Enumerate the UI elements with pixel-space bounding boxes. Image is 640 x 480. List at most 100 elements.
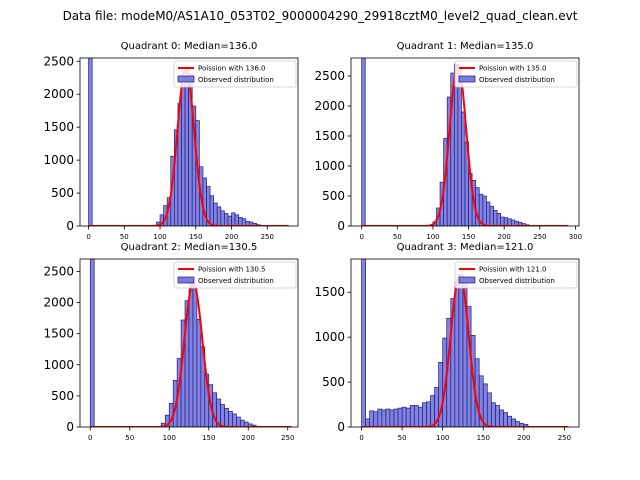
histogram-bar	[88, 58, 93, 226]
histogram-bar	[181, 78, 186, 226]
histogram-bar	[453, 63, 459, 226]
y-tick-label: 1500	[314, 285, 345, 299]
histogram-bar	[369, 410, 375, 427]
histogram-bar	[511, 418, 517, 427]
quadrant-1-title: Quadrant 1: Median=135.0	[397, 41, 534, 52]
histogram-bar	[389, 409, 395, 427]
histogram-bar	[454, 281, 460, 427]
quadrant-2-title: Quadrant 2: Median=130.5	[121, 242, 258, 253]
x-tick-label: 50	[393, 233, 402, 241]
histogram-bar	[503, 412, 508, 427]
x-tick-label: 150	[202, 434, 215, 442]
quadrant-3-panel: Quadrant 3: Median=121.0 0 50 100 150 200 250 0…	[314, 242, 580, 442]
histogram-bar	[457, 67, 462, 226]
histogram-bars	[361, 259, 529, 427]
x-tick-label: 100	[436, 434, 449, 442]
x-tick-label: 200	[242, 434, 255, 442]
histogram-bar	[220, 404, 225, 427]
legend-box	[454, 60, 578, 88]
poisson-curve	[361, 64, 569, 226]
histogram-bar	[495, 405, 500, 427]
legend-bar-label: Observed distribution	[198, 76, 274, 84]
histogram-bar	[422, 402, 427, 427]
legend-curve-label: Poission with 135.0	[479, 65, 547, 73]
histogram-bar	[482, 383, 488, 427]
y-tick-label: 1000	[43, 358, 74, 372]
y-tick-label: 1500	[43, 327, 74, 341]
axes-frame	[350, 57, 580, 227]
histogram-bar	[196, 319, 202, 427]
legend-bar-swatch	[177, 75, 195, 83]
legend: Poission with 136.0 Observed distribution	[173, 60, 297, 88]
histogram-bar	[239, 419, 245, 427]
histogram-bar	[413, 405, 419, 427]
y-tick-label: 500	[322, 189, 345, 203]
histogram-bar	[489, 205, 494, 226]
histogram-bar	[461, 111, 466, 226]
histogram-bar	[430, 395, 435, 427]
histogram-bar	[482, 195, 487, 226]
legend-bar-label: Observed distribution	[479, 76, 555, 84]
histogram-bar	[188, 281, 194, 427]
histogram-bar	[381, 409, 387, 427]
x-tick-label: 150	[462, 233, 475, 241]
histogram-bar	[238, 217, 243, 226]
y-tick-label: 2000	[43, 87, 74, 101]
histogram-bar	[361, 58, 366, 226]
y-tick-label: 2000	[43, 296, 74, 310]
histogram-bar	[401, 406, 407, 427]
figure-title: Data file: modeM0/AS1A10_053T02_90000042…	[63, 9, 578, 23]
legend: Poission with 135.0 Observed distribution	[454, 60, 578, 88]
quadrant-3-title: Quadrant 3: Median=121.0	[397, 242, 534, 253]
x-tick-label: 100	[163, 434, 176, 442]
legend-box	[173, 261, 297, 289]
y-tick-label: 500	[51, 389, 74, 403]
x-tick-label: 150	[477, 434, 490, 442]
y-tick-label: 1000	[314, 330, 345, 344]
x-tick-label: 0	[86, 233, 90, 241]
x-tick-label: 250	[533, 233, 546, 241]
x-tick-label: 100	[153, 233, 166, 241]
legend-box	[173, 60, 297, 88]
histogram-bar	[397, 407, 403, 427]
legend-curve-label: Poission with 136.0	[198, 65, 266, 73]
histogram-bar	[493, 210, 498, 226]
y-tick-label: 2000	[314, 99, 345, 113]
x-tick-label: 150	[189, 233, 202, 241]
y-tick-label: 0	[337, 420, 345, 434]
histogram-bar	[213, 202, 218, 226]
histogram-bar	[224, 213, 229, 226]
histogram-bar	[228, 411, 233, 427]
y-tick-label: 2500	[43, 54, 74, 68]
legend-curve-label: Poission with 121.0	[479, 266, 547, 274]
quadrant-2-panel: Quadrant 2: Median=130.50 50 100 150 200 2500…	[43, 242, 299, 442]
x-tick-label: 0	[359, 233, 363, 241]
histogram-bar	[496, 213, 501, 226]
quadrant-1-panel: Quadrant 1: Median=135.0 0 50 100 150 200 250 3…	[314, 41, 582, 241]
y-tick-label: 2500	[43, 264, 74, 278]
y-tick-label: 1000	[314, 159, 345, 173]
histogram-bar	[458, 273, 464, 427]
histogram-bar	[184, 67, 189, 226]
legend-curve-label: Poission with 130.5	[198, 266, 266, 274]
y-tick-label: 500	[51, 186, 74, 200]
y-tick-label: 1000	[43, 153, 74, 167]
histogram-bar	[503, 217, 509, 226]
histogram-bar	[241, 218, 247, 226]
legend: Poission with 121.0 Observed distribution	[454, 261, 578, 289]
axes-frame	[350, 258, 580, 428]
x-tick-label: 200	[225, 233, 238, 241]
poisson-curve	[361, 273, 569, 427]
histogram-bar	[224, 407, 229, 427]
histogram-bar	[232, 413, 237, 427]
histogram-bar	[361, 259, 366, 427]
histogram-bar	[216, 206, 222, 226]
x-tick-label: 50	[120, 233, 129, 241]
histogram-bar	[486, 201, 491, 226]
x-tick-label: 50	[398, 434, 407, 442]
histogram-bar	[405, 407, 411, 427]
x-tick-label: 0	[88, 434, 92, 442]
y-tick-label: 2500	[314, 69, 345, 83]
quadrant-0-title: Quadrant 0: Median=136.0	[121, 41, 258, 52]
